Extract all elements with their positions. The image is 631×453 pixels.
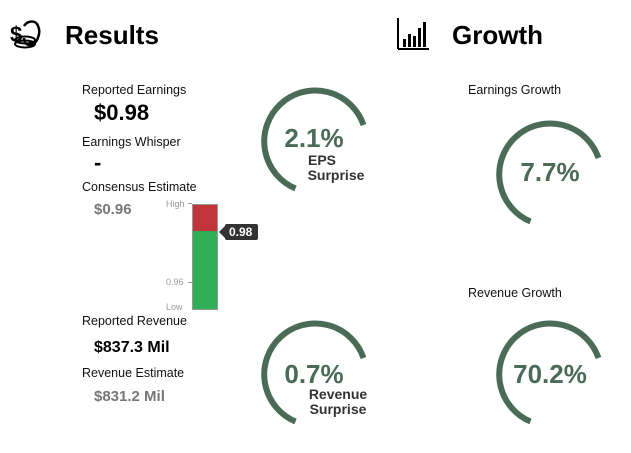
earnings-growth-gauge — [495, 118, 605, 228]
revenue-growth-gauge — [495, 318, 605, 428]
eps-surprise-value: 2.1% — [284, 123, 344, 153]
reported-earnings-label: Reported Earnings — [82, 83, 187, 97]
range-pointer: 0.98 — [218, 224, 259, 240]
revenue-growth-label: Revenue Growth — [468, 286, 562, 300]
consensus-estimate-value: $0.96 — [94, 201, 132, 218]
earnings-growth-label: Earnings Growth — [468, 83, 562, 97]
range-low-label: Low — [166, 302, 183, 312]
revenue-surprise-value: 0.7% — [284, 359, 344, 389]
bar-chart-icon — [395, 16, 431, 52]
earnings-growth-value: 7.7% — [520, 157, 580, 187]
reported-earnings-value: $0.98 — [94, 100, 150, 125]
eps-surprise-line2: Surprise — [307, 167, 365, 183]
consensus-estimate-label: Consensus Estimate — [82, 180, 197, 194]
revenue-growth-value: 70.2% — [513, 359, 587, 389]
revenue-estimate-value: $831.2 Mil — [94, 388, 165, 405]
range-mid-tick — [188, 282, 192, 283]
range-bar — [192, 204, 218, 310]
range-bar-below — [193, 231, 217, 309]
range-mid-label: 0.96 — [166, 277, 184, 287]
reported-revenue-value: $837.3 Mil — [94, 339, 170, 356]
results-title: Results — [65, 20, 159, 50]
range-high-tick — [188, 203, 192, 204]
revenue-surprise-line2: Surprise — [309, 401, 367, 417]
eps-surprise-line1: EPS — [307, 152, 336, 168]
eps-surprise-gauge — [260, 85, 370, 195]
earnings-whisper-value: - — [94, 150, 102, 175]
range-bar-above — [193, 205, 217, 231]
earnings-whisper-label: Earnings Whisper — [82, 135, 181, 149]
range-high-label: High — [166, 199, 185, 209]
revenue-surprise-gauge — [260, 318, 370, 428]
reported-revenue-label: Reported Revenue — [82, 314, 187, 328]
money-bag-icon: $ — [10, 18, 44, 50]
growth-title: Growth — [452, 20, 543, 50]
revenue-surprise-line1: Revenue — [308, 386, 368, 402]
revenue-estimate-label: Revenue Estimate — [82, 366, 185, 380]
